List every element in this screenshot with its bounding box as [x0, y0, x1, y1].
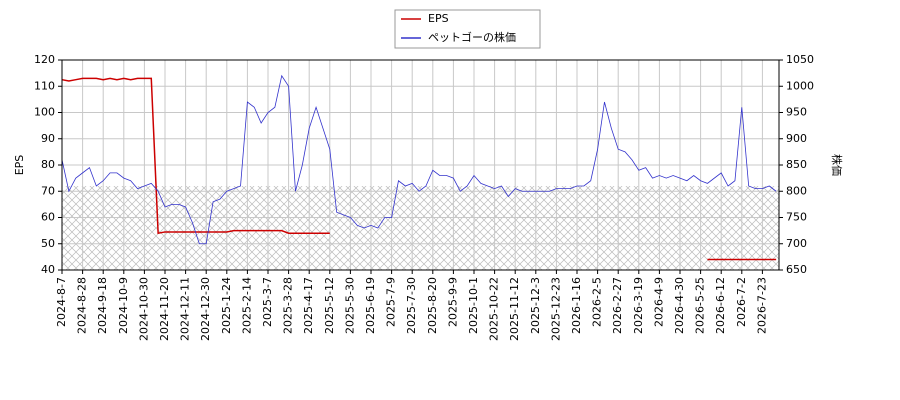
- y2-tick-label: 1050: [786, 53, 814, 66]
- y2-axis-label: 株価: [830, 154, 844, 176]
- x-tick-label: 2025-11-12: [508, 277, 521, 341]
- x-tick-label: 2024-12-30: [199, 277, 212, 341]
- y-tick-label: 110: [34, 79, 55, 92]
- x-tick-label: 2026-2-27: [611, 277, 624, 334]
- x-tick-label: 2025-3-28: [282, 277, 295, 334]
- y2-tick-label: 650: [786, 263, 807, 276]
- x-tick-label: 2026-4-9: [652, 277, 665, 327]
- grid: [61, 59, 779, 271]
- y2-tick-label: 1000: [786, 79, 814, 92]
- x-tick-label: 2024-10-30: [137, 277, 150, 341]
- x-tick-label: 2026-2-5: [591, 277, 604, 327]
- x-tick-label: 2026-7-2: [735, 277, 748, 327]
- x-tick-label: 2025-10-1: [467, 277, 480, 334]
- legend-label: ペットゴーの株価: [428, 30, 516, 44]
- y-tick-label: 120: [34, 53, 55, 66]
- x-tick-label: 2024-10-9: [117, 277, 130, 334]
- y2-tick-label: 950: [786, 106, 807, 119]
- legend: EPS ペットゴーの株価: [394, 9, 541, 49]
- y2-tick-label: 750: [786, 211, 807, 224]
- x-tick-label: 2025-12-23: [549, 277, 562, 341]
- y-tick-label: 80: [41, 158, 55, 171]
- x-tick-label: 2025-7-9: [385, 277, 398, 327]
- x-tick-label: 2025-3-7: [261, 277, 274, 327]
- y-tick-label: 90: [41, 132, 55, 145]
- x-tick-label: 2025-5-30: [343, 277, 356, 334]
- x-tick-label: 2025-6-19: [364, 277, 377, 334]
- hatched-band: [62, 186, 779, 270]
- x-tick-label: 2026-3-19: [632, 277, 645, 334]
- y2-tick-label: 800: [786, 184, 807, 197]
- x-tick-label: 2025-8-20: [426, 277, 439, 334]
- legend-box: [394, 9, 541, 49]
- y-axis-label: EPS: [13, 155, 26, 176]
- x-tick-label: 2025-7-30: [405, 277, 418, 334]
- x-tick-label: 2025-10-22: [488, 277, 501, 341]
- x-tick-label: 2024-12-11: [179, 277, 192, 341]
- y2-tick-label: 700: [786, 237, 807, 250]
- x-tick-label: 2026-4-30: [673, 277, 686, 334]
- lines: [61, 74, 777, 261]
- x-tick-label: 2025-12-3: [529, 277, 542, 334]
- x-tick-label: 2026-5-25: [694, 277, 707, 334]
- series-line: [61, 77, 777, 261]
- y-tick-label: 100: [34, 106, 55, 119]
- x-tick-label: 2026-1-16: [570, 277, 583, 334]
- legend-label: EPS: [428, 12, 449, 25]
- y-tick-label: 70: [41, 184, 55, 197]
- series-line: [61, 74, 777, 245]
- x-tick-label: 2026-6-12: [714, 277, 727, 334]
- y2-tick-label: 850: [786, 158, 807, 171]
- x-tick-label: 2025-9-9: [446, 277, 459, 327]
- x-tick-label: 2024-8-28: [76, 277, 89, 334]
- y2-tick-label: 900: [786, 132, 807, 145]
- x-tick-label: 2025-2-14: [240, 277, 253, 334]
- y-tick-label: 60: [41, 211, 55, 224]
- y-tick-label: 40: [41, 263, 55, 276]
- y-tick-label: 50: [41, 237, 55, 250]
- x-tick-label: 2025-1-24: [220, 277, 233, 334]
- x-tick-label: 2025-5-12: [323, 277, 336, 334]
- x-tick-label: 2024-8-7: [55, 277, 68, 327]
- x-tick-label: 2024-9-18: [96, 277, 109, 334]
- x-tick-label: 2026-7-23: [755, 277, 768, 334]
- x-tick-label: 2024-11-20: [158, 277, 171, 341]
- x-tick-label: 2025-4-17: [302, 277, 315, 334]
